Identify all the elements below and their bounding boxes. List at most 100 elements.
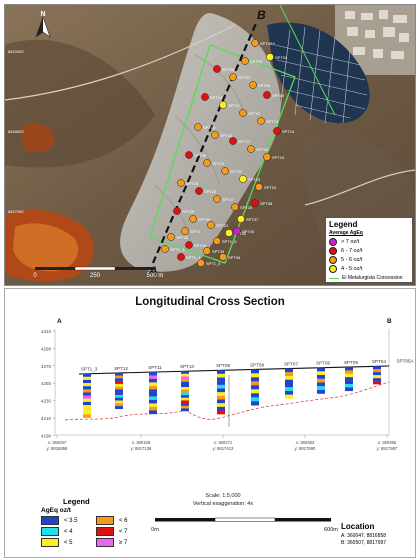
map-legend: Legend Average AgEq > 7 oz/t 6 - 7 oz/t 5 …: [325, 217, 413, 283]
sample-label: SPT33: [176, 235, 189, 240]
scale-text: Scale: 1:5,000: [205, 493, 240, 499]
sample-point: SPT25: [177, 179, 199, 187]
assay-interval: [115, 403, 123, 407]
assay-interval: [83, 386, 91, 390]
sample-marker: [266, 53, 274, 61]
sample-label: SPT12: [248, 111, 261, 116]
assay-interval: [217, 377, 225, 382]
sample-label: SPT37: [246, 217, 259, 222]
scale-label-0: 0: [33, 273, 37, 279]
section-legend-title: Legend: [63, 497, 90, 506]
assay-interval: [373, 372, 381, 376]
assay-interval: [285, 387, 293, 392]
assay-interval: [373, 366, 381, 370]
map-legend-title: Legend: [329, 220, 358, 229]
drill-hole: SPT06: [316, 361, 330, 394]
assay-interval: [285, 383, 293, 388]
sample-point: SPT19: [263, 153, 285, 161]
sample-point: SPT37: [237, 215, 259, 223]
sample-marker: [225, 229, 233, 237]
sample-marker: [173, 207, 181, 215]
location-block: Location A: 360047, 8816858 B: 360507, 8…: [341, 522, 415, 554]
sample-point: SPT28: [231, 203, 253, 211]
scalebar-start: 0m: [151, 527, 159, 533]
legend-swatch: [96, 538, 114, 547]
plan-map: SPT05A SPT04 SPT03 SPT06 SPT07 SPT08 SPT09 SPT1…: [4, 4, 416, 286]
sample-marker: [221, 167, 229, 175]
town-blocks: [345, 10, 409, 59]
sample-label: SPT26: [204, 189, 217, 194]
assay-interval: [83, 405, 91, 409]
assay-interval: [149, 392, 157, 397]
sample-point: SPT13: [257, 117, 279, 125]
sample-marker: [207, 221, 215, 229]
sample-marker: [177, 253, 185, 261]
coord-y: y: 8817690: [295, 446, 316, 451]
assay-interval: [317, 386, 325, 391]
concession-boundary: [149, 44, 296, 264]
sample-marker: [273, 127, 281, 135]
assay-interval: [317, 371, 325, 376]
drill-hole: SPT04: [372, 359, 386, 385]
sample-point: SPT26: [195, 187, 217, 195]
section-legend-item: < 3.5: [41, 516, 96, 525]
sample-marker: [197, 259, 205, 267]
legend-label: < 5: [64, 539, 73, 546]
north-label: N: [40, 11, 45, 18]
sample-point: SPT24: [255, 183, 277, 191]
sample-point: SPT06: [213, 65, 235, 73]
assay-interval: [345, 387, 353, 392]
assay-interval: [181, 384, 189, 388]
sample-point: SPT12: [239, 109, 261, 117]
sample-point: SPT20: [185, 151, 207, 159]
sample-label: SPT15: [203, 125, 216, 130]
assay-interval: [251, 393, 259, 398]
legend-swatch: [41, 527, 59, 536]
sample-point: SPT29: [173, 207, 195, 215]
assay-interval: [345, 377, 353, 381]
assay-interval: [149, 399, 157, 404]
sample-point: SPT15: [194, 123, 216, 131]
assay-interval: [149, 403, 157, 408]
assay-interval: [115, 397, 123, 401]
sample-marker: [211, 131, 219, 139]
assay-interval: [115, 392, 123, 396]
grid-label: 8819000: [8, 49, 24, 54]
assay-interval: [83, 373, 91, 377]
legend-swatch: [96, 516, 114, 525]
sample-label: SPT32: [234, 231, 247, 236]
drill-hole: SPT1_3: [81, 367, 98, 418]
assay-interval: [83, 392, 91, 396]
assay-interval: [217, 370, 225, 375]
sample-marker: [251, 199, 259, 207]
assay-interval: [251, 397, 259, 402]
sample-label: SPT1_3: [170, 247, 185, 252]
sample-point: SPT18: [247, 145, 269, 153]
assay-interval: [285, 379, 293, 384]
assay-interval: [115, 383, 123, 387]
assay-interval: [83, 414, 91, 418]
sample-marker: [239, 109, 247, 117]
sample-point: SPT34: [185, 241, 207, 249]
sample-marker: [189, 215, 197, 223]
drill-hole: SPT09: [216, 363, 230, 415]
sample-marker: [195, 187, 203, 195]
road: [5, 24, 236, 101]
map-legend-item: > 7 oz/t: [329, 238, 409, 246]
sample-marker: [203, 247, 211, 255]
section-end-a: A: [57, 318, 62, 325]
assay-interval: [345, 373, 353, 378]
assay-interval: [83, 408, 91, 412]
sample-point: SPT40: [233, 227, 255, 235]
sample-point: SPT10: [201, 93, 223, 101]
elevation-label: 4270: [41, 364, 52, 369]
assay-interval: [115, 375, 123, 379]
assay-interval: [181, 392, 189, 396]
sample-label: SPT36: [228, 255, 241, 260]
legend-swatch: [41, 516, 59, 525]
sample-marker: [213, 195, 221, 203]
map-legend-subtitle: Average AgEq: [329, 230, 363, 236]
grid-label: 8818000: [8, 129, 24, 134]
hole-label: SPT05A: [396, 358, 414, 363]
